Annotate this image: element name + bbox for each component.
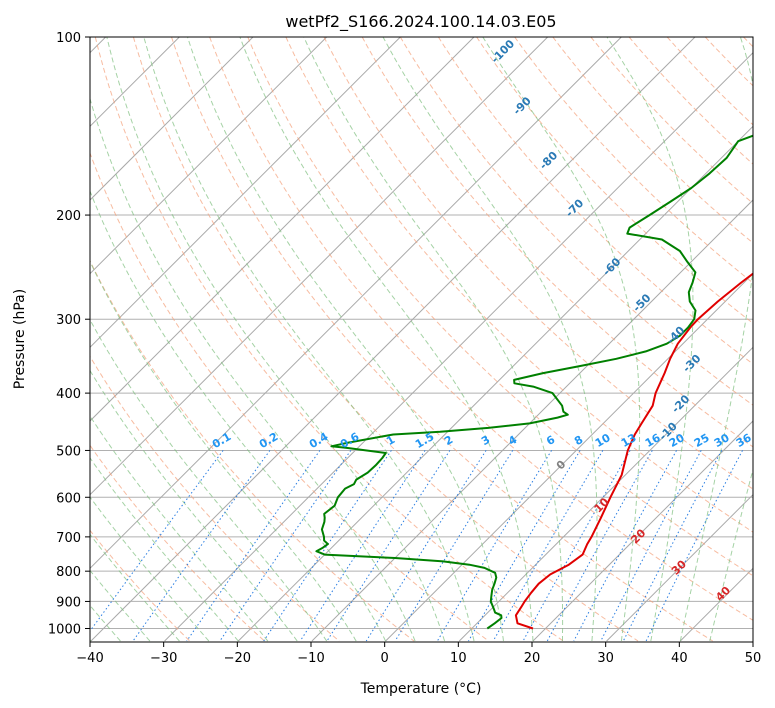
isotherm-line <box>90 37 328 275</box>
mixing-ratio-line <box>492 450 604 642</box>
mixing-ratio-line <box>573 450 677 642</box>
isotherm-line <box>90 37 401 349</box>
dry-adiabat-line <box>399 37 753 406</box>
y-tick-label: 600 <box>56 491 81 506</box>
isotherm-line <box>237 125 753 642</box>
mixing-ratio-line <box>394 450 514 642</box>
isotherm-line <box>90 37 254 201</box>
x-tick-label: −40 <box>76 651 103 666</box>
moist-adiabat-line <box>106 37 446 642</box>
moist-adiabat-line <box>90 318 328 642</box>
moist-adiabat-line <box>679 37 753 642</box>
chart-title: wetPf2_S166.2024.100.14.03.E05 <box>285 12 556 32</box>
moist-adiabat-line <box>382 37 598 642</box>
moist-adiabat-line <box>90 189 387 642</box>
y-tick-label: 1000 <box>48 623 81 638</box>
y-tick-label: 200 <box>56 209 81 224</box>
dry-adiabat-line <box>94 37 564 642</box>
moist-adiabat-line <box>90 260 357 642</box>
x-tick-label: −30 <box>150 651 177 666</box>
y-tick-label: 700 <box>56 531 81 546</box>
dry-adiabat-line <box>323 37 753 490</box>
mixing-ratio-line <box>219 450 352 642</box>
moist-adiabat-line <box>709 467 753 642</box>
mixing-ratio-line <box>522 450 631 642</box>
isotherm-line <box>164 51 753 642</box>
moist-adiabat-line <box>90 415 269 642</box>
mixing-ratio-line <box>365 450 487 642</box>
x-tick-label: 10 <box>450 651 467 666</box>
x-tick-label: 30 <box>597 651 614 666</box>
mixing-ratio-line <box>186 450 321 642</box>
mixing-ratio-line <box>436 450 553 642</box>
temperature-trace <box>514 272 753 630</box>
x-axis-title: Temperature (°C) <box>360 681 482 697</box>
mixing-ratio-line <box>622 450 723 642</box>
moist-adiabat-line <box>143 37 475 642</box>
plot-frame <box>89 36 754 643</box>
y-tick-label: 500 <box>56 444 81 459</box>
y-tick-label: 900 <box>56 595 81 610</box>
dry-adiabat-line <box>209 37 753 621</box>
isotherm-line <box>90 37 622 570</box>
mixing-ratio-line <box>326 450 451 642</box>
mixing-ratio-line <box>600 450 702 642</box>
y-tick-label: 300 <box>56 313 81 328</box>
dry-adiabat-line <box>90 259 415 642</box>
isotherm-line <box>385 272 753 642</box>
isotherm-line <box>458 346 753 642</box>
y-tick-label: 400 <box>56 387 81 402</box>
dry-adiabat-line <box>437 37 753 365</box>
dry-adiabat-line <box>132 37 639 642</box>
dewpoint-trace <box>315 134 753 630</box>
y-tick-label: 800 <box>56 565 81 580</box>
moist-adiabat-line <box>239 37 534 642</box>
moist-adiabat-line <box>303 37 564 642</box>
x-tick-label: 40 <box>671 651 688 666</box>
mixing-ratio-line <box>468 450 581 642</box>
dry-adiabat-line <box>171 37 713 642</box>
dry-adiabat-line <box>514 37 753 284</box>
isotherm-line <box>606 493 753 642</box>
dry-adiabat-line <box>90 444 265 642</box>
isotherm-line <box>90 37 549 496</box>
dry-adiabat-line <box>361 37 753 448</box>
moist-adiabat-line <box>90 456 239 642</box>
mixing-ratio-line <box>546 450 653 642</box>
y-tick-label: 100 <box>56 31 81 46</box>
mixing-ratio-line <box>90 450 224 632</box>
y-axis-title: Pressure (hPa) <box>12 289 28 389</box>
x-tick-label: 50 <box>745 651 762 666</box>
dry-adiabat-line <box>247 37 753 577</box>
x-tick-label: 20 <box>524 651 541 666</box>
x-tick-label: −20 <box>224 651 251 666</box>
isotherm-line <box>532 420 753 642</box>
moist-adiabat-line <box>187 37 504 642</box>
dry-adiabat-line <box>90 355 340 642</box>
isotherm-line <box>90 37 696 642</box>
dry-adiabat-line <box>628 37 753 165</box>
moist-adiabat-line <box>482 37 641 642</box>
dry-adiabat-line <box>285 37 753 533</box>
x-tick-label: 0 <box>381 651 389 666</box>
dry-adiabat-line <box>552 37 753 244</box>
isotherm-line <box>90 37 475 422</box>
x-tick-label: −10 <box>297 651 324 666</box>
